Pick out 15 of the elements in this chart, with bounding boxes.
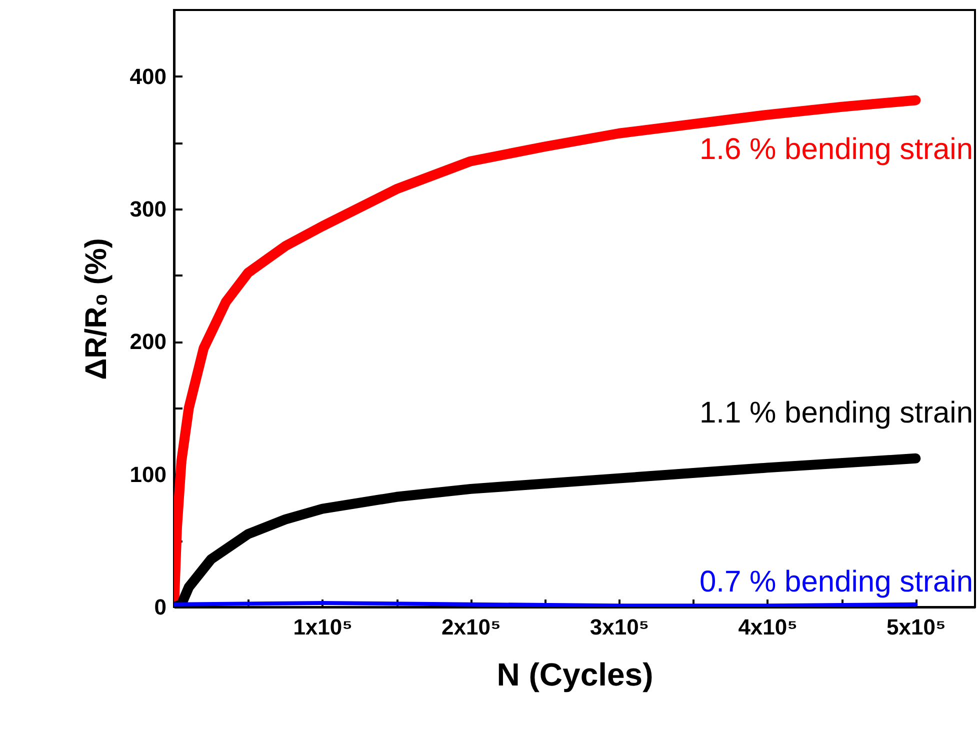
y-tick-label: 300 [130,196,166,222]
series-label: 1.6 % bending strain [699,133,973,166]
x-tick-label: 4x10⁵ [738,614,798,640]
x-tick-label: 5x10⁵ [886,614,946,640]
series-label: 0.7 % bending strain [699,565,973,598]
y-tick-label: 400 [130,64,166,89]
x-tick-label: 3x10⁵ [590,614,650,640]
y-tick-label: 0 [154,594,166,620]
x-tick-label: 2x10⁵ [442,614,501,640]
x-tick-label: 1x10⁵ [293,614,352,640]
y-axis-title: ΔR/R₀ (%) [80,238,113,380]
y-tick-label: 200 [130,329,166,354]
y-tick-label: 100 [130,462,166,487]
x-axis-title: N (Cycles) [496,656,654,692]
series-label: 1.1 % bending strain [699,396,973,430]
